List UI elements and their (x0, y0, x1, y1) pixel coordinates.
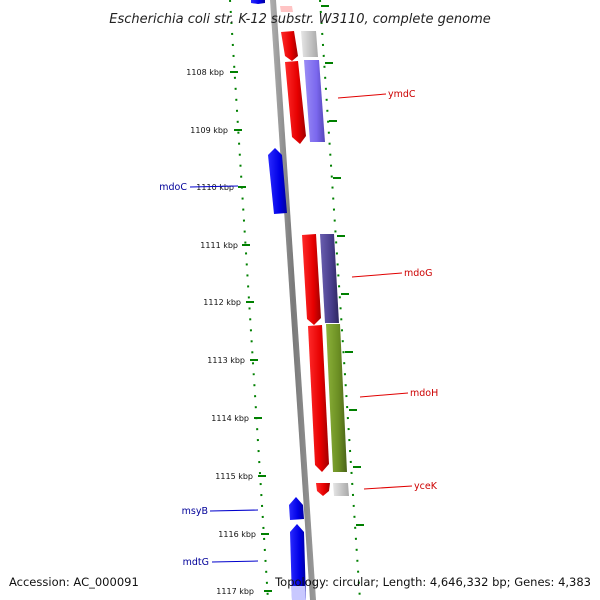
tick-label-1115: 1115 kbp (215, 472, 253, 481)
mdtG-leader-line (211, 560, 259, 563)
topology-label: Topology: circular; Length: 4,646,332 bp… (274, 575, 591, 589)
left-guide-line (229, 0, 269, 600)
mdoC-leader-line (189, 185, 239, 188)
gene-arrow-mdoH[interactable] (308, 325, 329, 472)
tick-label-1108: 1108 kbp (186, 68, 224, 77)
gene-arrow-msyB[interactable] (289, 497, 304, 520)
feature-bar-yceK (333, 483, 349, 496)
right-tick-marks (321, 5, 364, 526)
tick-label-1117: 1117 kbp (216, 587, 254, 596)
gene-label-yceK[interactable]: yceK (414, 481, 438, 492)
tick-label-1113: 1113 kbp (207, 356, 245, 365)
gene-label-msyB[interactable]: msyB (182, 506, 208, 517)
tick-label-1112: 1112 kbp (203, 298, 241, 307)
right-guide-line (319, 0, 361, 600)
tick-label-1109: 1109 kbp (190, 126, 228, 135)
msyB-leader-line (209, 509, 259, 512)
gene-label-mdoG[interactable]: mdoG (404, 268, 432, 279)
gene-arrow-mdoC[interactable] (268, 148, 287, 214)
tick-label-1116: 1116 kbp (218, 530, 256, 539)
genome-title: Escherichia coli str. K-12 substr. W3110… (109, 12, 490, 27)
feature-bar-bottom-faded (291, 586, 306, 600)
gene-label-mdoH[interactable]: mdoH (410, 388, 438, 399)
accession-label: Accession: AC_000091 (9, 575, 139, 589)
tick-label-1110: 1110 kbp (196, 183, 234, 192)
gene-arrow-upper-1[interactable] (281, 31, 298, 61)
gene-arrow-mdoG[interactable] (302, 234, 321, 325)
gene-arrow-mdtG[interactable] (290, 524, 306, 600)
feature-bar-mdoG (320, 234, 339, 323)
genome-backbone (270, 0, 316, 600)
tick-label-1114: 1114 kbp (211, 414, 249, 423)
gene-label-mdoC[interactable]: mdoC (159, 182, 187, 193)
feature-bar-upper-grey (301, 31, 318, 57)
gene-arrow-yceK[interactable] (316, 483, 330, 496)
mdoH-leader-line (359, 392, 409, 398)
gene-label-mdtG[interactable]: mdtG (183, 557, 209, 568)
yceK-leader-line (363, 485, 413, 490)
gene-label-ymdC[interactable]: ymdC (388, 89, 416, 100)
tick-label-1111: 1111 kbp (200, 241, 238, 250)
tick-marks (230, 71, 272, 592)
feature-bar-mdoH (326, 324, 347, 472)
feature-bar-ymdC (304, 60, 325, 142)
gene-arrow-top-partial (251, 0, 265, 4)
mdoG-leader-line (351, 272, 403, 278)
gene-arrow-top-faded (280, 6, 293, 12)
gene-arrow-ymdC[interactable] (285, 61, 306, 144)
ymdC-leader-line (337, 93, 387, 99)
